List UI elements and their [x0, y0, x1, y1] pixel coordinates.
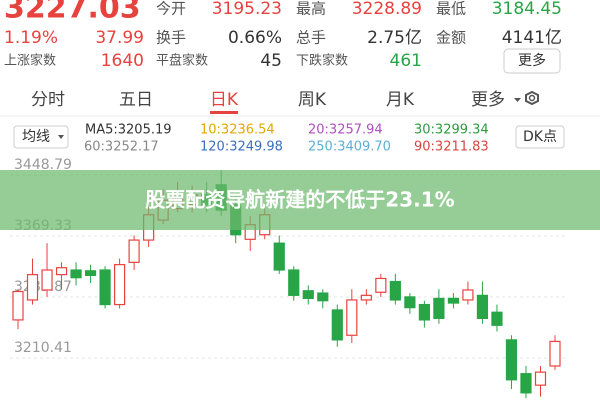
dk-button[interactable] [515, 125, 565, 149]
stat-value: 45 [260, 51, 282, 71]
more-button-label[interactable]: 更多 [518, 52, 546, 69]
candle-body [505, 339, 518, 381]
candle-body [447, 297, 460, 304]
ma-label: 20:3257.94 [308, 123, 383, 138]
stat-label: 今开 [156, 0, 186, 18]
tab[interactable]: 月K [386, 90, 415, 110]
candle-body [360, 294, 372, 301]
ma-label: 120:3249.98 [200, 140, 283, 155]
index-price: 3227.03 [4, 0, 141, 26]
stat-value: 1640 [101, 51, 144, 71]
candle-body [84, 270, 97, 276]
ma-label: 10:3236.54 [200, 123, 275, 138]
change-pct: 1.19% [4, 28, 58, 48]
stat-label: 金额 [436, 29, 466, 47]
candle-body [273, 242, 285, 271]
ma-selector[interactable] [13, 125, 69, 149]
tab[interactable]: 更多 [471, 90, 505, 110]
candle-body [433, 297, 445, 319]
ma-label: 250:3409.70 [308, 140, 391, 155]
stats: 今开 3195.23 最高 3228.89 最低 3184.45 换手 0.66% 总手 2.75… [156, 0, 562, 48]
candle-body [113, 264, 126, 306]
candle-body [12, 290, 24, 321]
stat-label: 最低 [436, 0, 466, 18]
tabs: 分时 五日 日K 周K 月K 更多 [31, 90, 521, 114]
candle-body [70, 269, 82, 279]
candle-body [491, 311, 503, 326]
candle-body [346, 299, 358, 336]
ma-label: 90:3211.83 [414, 140, 489, 155]
candle-body [26, 274, 39, 301]
candle-body [476, 294, 489, 319]
stat-value: 2.75亿 [367, 28, 422, 48]
y-tick-label: 3448.79 [14, 157, 72, 173]
more-button[interactable] [503, 48, 561, 74]
candle-body [520, 373, 532, 394]
candle-body [55, 267, 68, 276]
stat-value: 3228.89 [352, 0, 422, 19]
ma-selector-label[interactable]: 均线 [22, 129, 50, 145]
stat-label: 总手 [296, 29, 326, 47]
dropdown-arrow [58, 135, 64, 139]
stat-label: 上涨家数 [4, 53, 56, 69]
candle-body [288, 269, 300, 296]
tab[interactable]: 五日 [119, 90, 153, 110]
candle-body [375, 277, 387, 293]
candle-body [128, 239, 140, 263]
stat-label: 平盘家数 [156, 53, 208, 69]
candle-body [317, 292, 329, 302]
candle-body [302, 290, 314, 300]
candle-body [41, 269, 53, 291]
change: 37.99 [95, 28, 144, 48]
stat-value: 3184.45 [492, 0, 562, 19]
candle-body [404, 296, 416, 309]
tab[interactable]: 周K [298, 90, 327, 110]
candle-body [331, 309, 343, 341]
tab[interactable]: 日K [210, 90, 239, 110]
ma-labels: MA5:3205.19 10:3236.54 20:3257.94 30:3299.3… [84, 123, 489, 155]
settings-icon[interactable] [525, 90, 539, 106]
candle-body [389, 280, 401, 301]
stat-label: 最高 [296, 0, 326, 18]
tab-underline [210, 111, 238, 114]
candle-body [534, 371, 547, 386]
stat-value: 4141亿 [502, 28, 562, 48]
ma-label: 60:3252.17 [84, 140, 159, 155]
y-tick-label: 3210.41 [14, 340, 72, 356]
banner-text: 股票配资导航新建的不低于23.1% [145, 188, 454, 212]
candle-body [462, 289, 474, 301]
stat-label: 换手 [156, 29, 186, 47]
tab[interactable]: 分时 [31, 90, 65, 110]
tab-arrow [514, 98, 521, 102]
candle-body [418, 303, 430, 321]
dk-button-label[interactable]: DK点 [523, 129, 557, 145]
candle-body [549, 340, 561, 367]
stat-label: 下跌家数 [296, 53, 348, 69]
ma-label: MA5:3205.19 [85, 123, 172, 138]
candle-body [99, 269, 111, 306]
settings-icon-center [528, 94, 536, 102]
stat-value: 0.66% [228, 28, 282, 48]
banner [0, 170, 600, 230]
stat-value: 461 [390, 51, 422, 71]
stat-value: 3195.23 [212, 0, 282, 19]
ma-label: 30:3299.34 [414, 123, 489, 138]
